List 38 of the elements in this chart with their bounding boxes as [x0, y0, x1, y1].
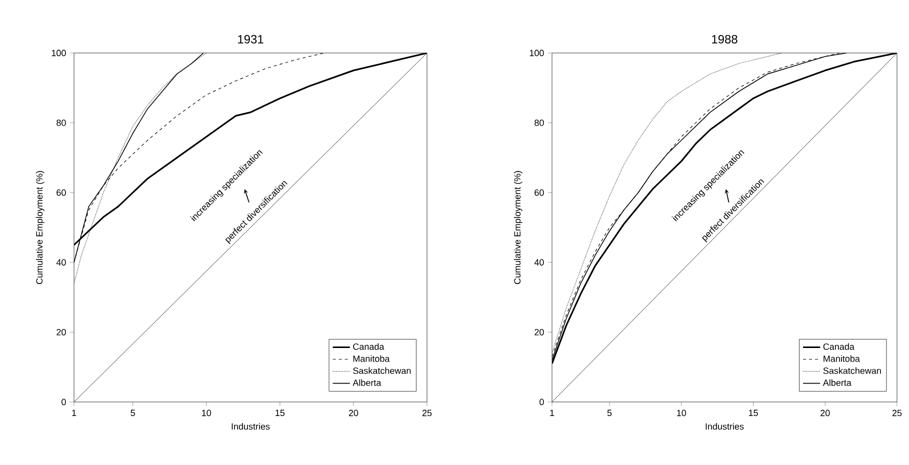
x-tick-label: 15 [276, 410, 285, 416]
y-tick-label: 20 [56, 328, 66, 336]
x-axis-title: Industries [232, 423, 270, 430]
y-tick-label: 60 [534, 189, 544, 196]
legend-label: Saskatchewan [823, 367, 881, 374]
y-tick-label: 80 [56, 120, 66, 126]
x-tick-label: 25 [422, 410, 432, 416]
y-axis-title: Cumulative Employment (%) [36, 171, 44, 284]
y-tick-label: 40 [56, 259, 66, 266]
legend-label: Canada [823, 343, 854, 350]
x-tick-label: 25 [892, 410, 902, 416]
legend-label: Manitoba [353, 355, 390, 362]
legend-label: Alberta [822, 379, 852, 386]
x-tick-label: 5 [130, 410, 135, 416]
y-tick-label: 40 [534, 259, 544, 266]
x-tick-label: 20 [820, 410, 830, 416]
x-tick-label: 10 [677, 410, 686, 416]
legend-label: Manitoba [824, 355, 860, 362]
y-tick-label: 0 [62, 398, 66, 406]
x-tick-label: 1 [72, 410, 76, 416]
x-tick-label: 5 [607, 410, 612, 416]
y-tick-label: 100 [52, 50, 66, 56]
y-tick-label: 0 [540, 398, 544, 406]
y-tick-label: 100 [530, 50, 544, 56]
chart-title: 1988 [712, 34, 738, 44]
x-axis-title: Industries [706, 423, 744, 430]
legend-label: Saskatchewan [353, 367, 411, 374]
legend-label: Canada [353, 343, 384, 350]
y-tick-label: 60 [56, 189, 66, 196]
x-tick-label: 20 [348, 410, 358, 416]
y-axis-title: Cumulative Employment (%) [514, 171, 522, 284]
chart-title: 1931 [238, 34, 264, 44]
x-tick-label: 1 [550, 410, 554, 416]
x-tick-label: 10 [202, 410, 212, 416]
y-tick-label: 20 [534, 328, 544, 336]
legend-label: Alberta [352, 379, 382, 386]
x-tick-label: 15 [748, 410, 758, 416]
y-tick-label: 80 [534, 120, 544, 126]
